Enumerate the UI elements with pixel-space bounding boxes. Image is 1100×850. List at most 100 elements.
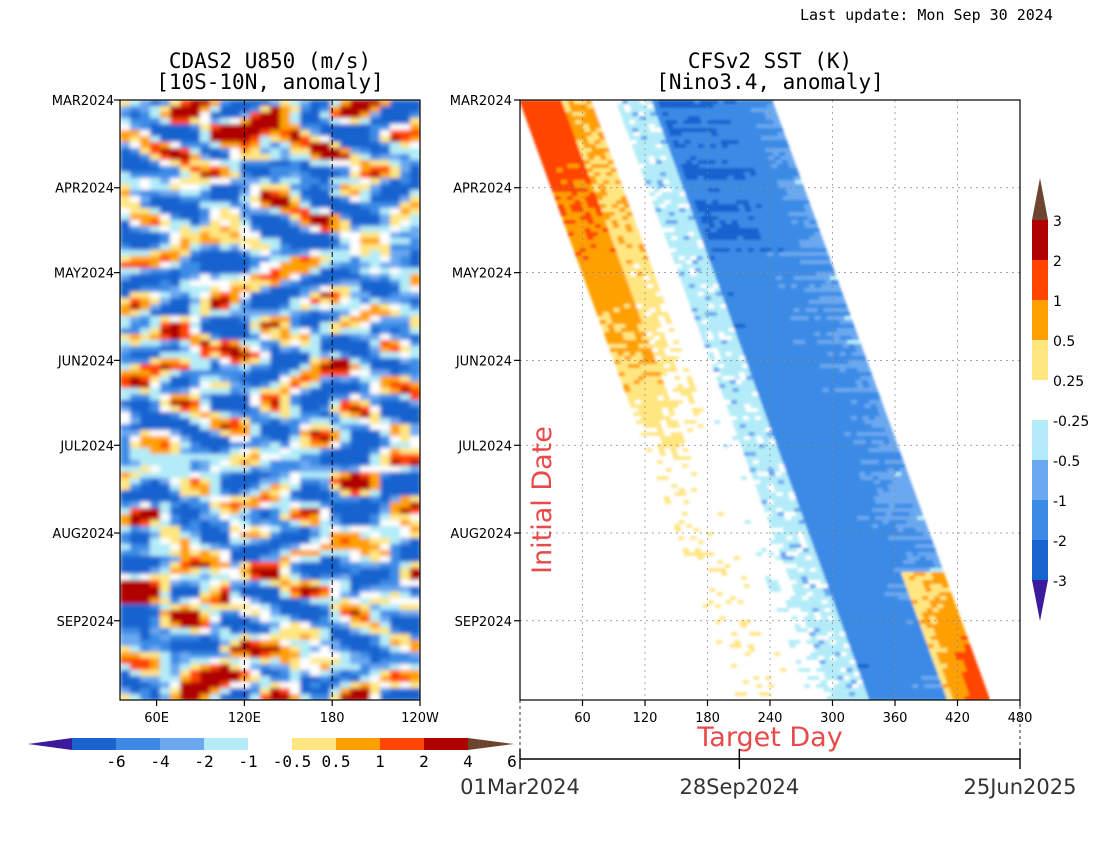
sst-cell — [593, 220, 601, 225]
sst-cell — [692, 196, 700, 201]
u850-cell — [230, 406, 241, 413]
sst-cell — [796, 216, 804, 221]
u850-cell — [140, 484, 151, 491]
sst-cell — [524, 112, 532, 117]
sst-cell — [598, 168, 606, 173]
sst-cell — [577, 208, 585, 213]
sst-cell — [566, 112, 574, 117]
u850-cell — [230, 352, 241, 359]
sst-cell — [780, 156, 788, 161]
u850-cell — [150, 262, 161, 269]
u850-cell — [260, 640, 271, 647]
sst-cell — [613, 224, 621, 229]
u850-cell — [340, 454, 351, 461]
u850-cell — [240, 190, 251, 197]
u850-cell — [360, 208, 371, 215]
u850-cell — [150, 364, 161, 371]
u850-cell — [180, 442, 191, 449]
u850-cell — [150, 298, 161, 305]
u850-cell — [210, 202, 221, 209]
sst-cell — [668, 244, 676, 249]
u850-cell — [400, 310, 411, 317]
u850-cell — [350, 412, 361, 419]
sst-cell — [676, 200, 684, 205]
u850-cell — [370, 598, 381, 605]
u850-cell — [410, 544, 420, 551]
sst-cell — [651, 132, 659, 137]
u850-cell — [140, 232, 151, 239]
u850-cell — [230, 130, 241, 137]
u850-cell — [170, 286, 181, 293]
u850-cell — [410, 118, 420, 125]
u850-cell — [230, 178, 241, 185]
u850-cell — [280, 562, 291, 569]
u850-cell — [260, 610, 271, 617]
u850-cell — [210, 142, 221, 149]
u850-colorbar-label: 2 — [419, 752, 429, 771]
u850-cell — [340, 640, 351, 647]
u850-cell — [300, 430, 311, 437]
u850-cell — [350, 424, 361, 431]
u850-cell — [400, 358, 411, 365]
u850-cell — [380, 346, 391, 353]
u850-cell — [200, 364, 211, 371]
sst-cell — [575, 236, 583, 241]
u850-cell — [280, 160, 291, 167]
u850-cell — [270, 550, 281, 557]
u850-cell — [120, 160, 131, 167]
sst-cell — [785, 268, 793, 273]
u850-cell — [380, 556, 391, 563]
u850-cell — [160, 130, 171, 137]
sst-cell — [703, 208, 711, 213]
sst-cell — [750, 272, 758, 277]
sst-cell — [742, 216, 750, 221]
sst-cell — [581, 120, 589, 125]
sst-cell — [750, 256, 758, 261]
u850-cell — [120, 466, 131, 473]
u850-cell — [150, 448, 161, 455]
sst-cell — [741, 132, 749, 137]
u850-cell — [350, 382, 361, 389]
u850-cell — [140, 160, 151, 167]
u850-cell — [230, 436, 241, 443]
u850-cell — [200, 610, 211, 617]
u850-cell — [210, 448, 221, 455]
u850-cell — [240, 274, 251, 281]
u850-cell — [290, 508, 301, 515]
sst-cell — [716, 212, 724, 217]
sst-cell — [558, 172, 566, 177]
sst-cell — [775, 176, 783, 181]
u850-cell — [230, 412, 241, 419]
u850-cell — [350, 496, 361, 503]
sst-cell — [643, 208, 651, 213]
sst-cell — [638, 212, 646, 217]
u850-cell — [170, 484, 181, 491]
u850-cell — [260, 376, 271, 383]
sst-cell — [778, 152, 786, 157]
u850-cell — [290, 118, 301, 125]
sst-cell — [770, 196, 778, 201]
sst-cell — [663, 264, 671, 269]
u850-cell — [210, 250, 221, 257]
u850-x-tick-label: 60E — [144, 711, 169, 726]
u850-cell — [360, 460, 371, 467]
sst-cell — [698, 244, 706, 249]
u850-cell — [130, 364, 141, 371]
sst-cell — [720, 156, 728, 161]
u850-cell — [190, 310, 201, 317]
sst-cell — [559, 144, 567, 149]
sst-cell — [755, 268, 763, 273]
sst-cell — [541, 160, 549, 165]
u850-cell — [370, 592, 381, 599]
sst-cell — [667, 160, 675, 165]
sst-cell — [806, 228, 814, 233]
sst-cell — [707, 268, 715, 273]
u850-cell — [120, 382, 131, 389]
u850-cell — [270, 214, 281, 221]
u850-cell — [380, 130, 391, 137]
u850-cell — [280, 334, 291, 341]
u850-cell — [390, 346, 401, 353]
u850-cell — [260, 538, 271, 545]
sst-cell — [755, 252, 763, 257]
u850-cell — [270, 418, 281, 425]
